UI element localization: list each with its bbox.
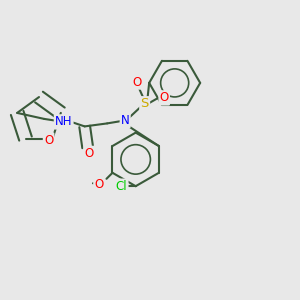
Text: O: O bbox=[44, 134, 53, 147]
Text: Cl: Cl bbox=[116, 180, 127, 193]
Text: O: O bbox=[160, 92, 169, 104]
Text: NH: NH bbox=[55, 116, 72, 128]
Text: O: O bbox=[85, 147, 94, 160]
Text: O: O bbox=[133, 76, 142, 88]
Text: O: O bbox=[94, 178, 103, 191]
Text: N: N bbox=[121, 114, 130, 127]
Text: S: S bbox=[140, 98, 149, 110]
